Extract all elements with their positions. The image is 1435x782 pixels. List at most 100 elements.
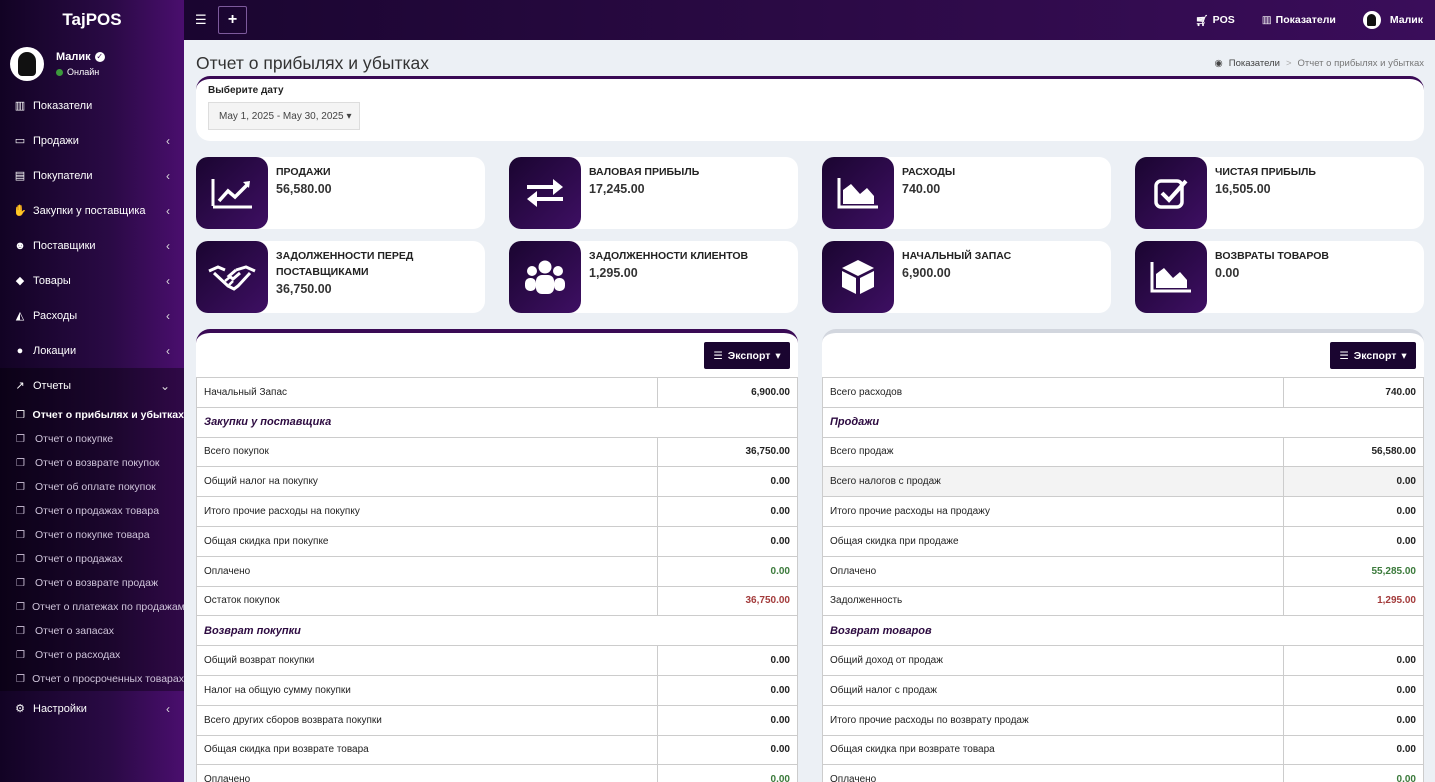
date-filter-box: Выберите дату May 1, 2025 - May 30, 2025… xyxy=(196,76,1424,141)
sidebar-item-settings[interactable]: ⚙ Настройки ‹ xyxy=(0,691,184,726)
copy-icon: ❐ xyxy=(16,457,25,469)
row-label: Итого прочие расходы на покупку xyxy=(196,496,658,527)
stat-card-net-profit: ЧИСТАЯ ПРИБЫЛЬ 16,505.00 xyxy=(1135,157,1424,229)
user-menu[interactable]: Малик xyxy=(1362,11,1423,29)
dashboard-link[interactable]: ▥ Показатели xyxy=(1262,14,1336,26)
export-label: Экспорт xyxy=(727,349,771,362)
credit-card-icon: ▭ xyxy=(14,135,26,147)
sidebar-item-label: Закупки у поставщика xyxy=(33,204,146,217)
sidebar-item-label: Отчеты xyxy=(33,379,72,392)
submenu-item-sales-return[interactable]: ❐ Отчет о возврате продаж xyxy=(0,571,184,595)
table-section-row: Закупки у поставщика xyxy=(196,406,798,438)
exchange-icon xyxy=(509,157,581,229)
card-value: 36,750.00 xyxy=(276,282,332,296)
users-icon: ☻ xyxy=(14,239,26,252)
table-row: Общая скидка при возврате товара 0.00 xyxy=(822,734,1424,766)
table-row: Всего покупок 36,750.00 xyxy=(196,436,798,468)
row-label: Задолженность xyxy=(822,585,1284,617)
online-dot-icon xyxy=(56,68,63,76)
card-label: ЧИСТАЯ ПРИБЫЛЬ xyxy=(1215,166,1316,178)
row-label: Всего расходов xyxy=(822,377,1284,408)
row-value: 0.00 xyxy=(657,704,798,736)
row-value: 0.00 xyxy=(1283,466,1424,498)
breadcrumb-current: Отчет о прибылях и убытках xyxy=(1297,58,1424,69)
row-label: Общая скидка при возврате товара xyxy=(196,734,658,766)
section-title: Возврат товаров xyxy=(822,615,1424,647)
export-button[interactable]: ☰ Экспорт ▾ xyxy=(704,342,790,369)
table-row: Оплачено 0.00 xyxy=(196,555,798,587)
date-range-picker[interactable]: May 1, 2025 - May 30, 2025 ▾ xyxy=(208,102,360,130)
sidebar-item-locations[interactable]: ● Локации ‹ xyxy=(0,333,184,368)
table-section-row: Возврат товаров xyxy=(822,615,1424,647)
area-chart-icon: ◭ xyxy=(15,310,25,322)
app-logo[interactable]: TajPOS xyxy=(62,10,122,29)
row-label: Общий налог с продаж xyxy=(822,674,1284,706)
submenu-item-sales[interactable]: ❐ Отчет о продажах xyxy=(0,547,184,571)
table-row: Всего других сборов возврата покупки 0.00 xyxy=(196,704,798,736)
row-label: Всего других сборов возврата покупки xyxy=(196,704,658,736)
row-label: Общий возврат покупки xyxy=(196,645,658,676)
submenu-item-sales-payment[interactable]: ❐ Отчет о платежах по продажам xyxy=(0,595,184,619)
purchases-table: Начальный Запас 6,900.00 Закупки у поставщ… xyxy=(196,377,798,782)
submenu-item-purchase-return[interactable]: ❐ Отчет о возврате покупок xyxy=(0,451,184,475)
row-value: 0.00 xyxy=(657,525,798,557)
row-value: 36,750.00 xyxy=(657,436,798,468)
table-row: Оплачено 0.00 xyxy=(822,764,1424,782)
pos-label: POS xyxy=(1212,14,1235,26)
sidebar-item-purchases[interactable]: ✋ Закупки у поставщика ‹ xyxy=(0,193,184,228)
sidebar-item-customers[interactable]: ▤ Покупатели ‹ xyxy=(0,158,184,193)
sidebar-item-expenses[interactable]: ◭ Расходы ‹ xyxy=(0,298,184,333)
submenu-item-product-purchase[interactable]: ❐ Отчет о покупке товара xyxy=(0,523,184,547)
row-value: 0.00 xyxy=(1283,674,1424,706)
section-title: Возврат покупки xyxy=(196,615,798,647)
address-card-icon: ▤ xyxy=(14,170,26,182)
sidebar-item-suppliers[interactable]: ☻ Поставщики ‹ xyxy=(0,228,184,263)
export-label: Экспорт xyxy=(1353,349,1397,362)
submenu-label: Отчет о продажах xyxy=(35,553,123,565)
submenu-item-expired[interactable]: ❐ Отчет о просроченных товарах xyxy=(0,667,184,691)
submenu-item-profit-loss[interactable]: ❐ Отчет о прибылях и убытках xyxy=(0,403,184,427)
breadcrumb-link[interactable]: Показатели xyxy=(1228,58,1280,69)
table-row: Итого прочие расходы на покупку 0.00 xyxy=(196,496,798,527)
sidebar-item-sales[interactable]: ▭ Продажи ‹ xyxy=(0,123,184,158)
table-row: Общий налог на покупку 0.00 xyxy=(196,466,798,498)
submenu-label: Отчет о запасах xyxy=(35,625,114,637)
copy-icon: ❐ xyxy=(16,649,25,661)
sidebar-item-label: Поставщики xyxy=(33,239,96,252)
section-title: Закупки у поставщика xyxy=(196,406,798,438)
submenu-item-product-sales[interactable]: ❐ Отчет о продажах товара xyxy=(0,499,184,523)
chevron-left-icon: ‹ xyxy=(166,133,170,148)
row-label: Налог на общую сумму покупки xyxy=(196,674,658,706)
submenu-item-expenses[interactable]: ❐ Отчет о расходах xyxy=(0,643,184,667)
sidebar-item-products[interactable]: ◆ Товары ‹ xyxy=(0,263,184,298)
submenu-item-stock[interactable]: ❐ Отчет о запасах xyxy=(0,619,184,643)
menu-toggle-icon[interactable]: ☰ xyxy=(195,12,207,27)
submenu-label: Отчет о продажах товара xyxy=(35,505,160,517)
submenu-label: Отчет о покупке товара xyxy=(35,529,150,541)
table-row: Остаток покупок 36,750.00 xyxy=(196,585,798,617)
sidebar-item-dashboard[interactable]: ▥ Показатели xyxy=(0,88,184,123)
submenu-item-purchase-payment[interactable]: ❐ Отчет об оплате покупок xyxy=(0,475,184,499)
card-value: 56,580.00 xyxy=(276,182,332,196)
row-value: 0.00 xyxy=(1283,704,1424,736)
pos-link[interactable]: 🛒︎ POS xyxy=(1195,14,1235,27)
purchases-panel: ☰ Экспорт ▾ Начальный Запас 6,900.00 Закуп… xyxy=(196,329,798,782)
handshake-icon: ✋ xyxy=(13,205,27,217)
sidebar-item-label: Товары xyxy=(33,274,71,287)
row-value: 55,285.00 xyxy=(1283,555,1424,587)
row-label: Итого прочие расходы по возврату продаж xyxy=(822,704,1284,736)
row-label: Оплачено xyxy=(196,764,658,782)
sidebar-item-label: Настройки xyxy=(33,702,87,715)
sales-panel: ☰ Экспорт ▾ Всего расходов 740.00 Продажи В… xyxy=(822,329,1424,782)
row-label: Оплачено xyxy=(196,555,658,587)
breadcrumb-separator: > xyxy=(1285,58,1292,69)
chevron-left-icon: ‹ xyxy=(166,701,170,716)
add-button[interactable]: + xyxy=(218,6,247,34)
stat-card-customer-debts: ЗАДОЛЖЕННОСТИ КЛИЕНТОВ 1,295.00 xyxy=(509,241,798,313)
copy-icon: ❐ xyxy=(16,433,25,445)
export-button[interactable]: ☰ Экспорт ▾ xyxy=(1330,342,1416,369)
sidebar-item-reports[interactable]: ↗ Отчеты ⌄ xyxy=(0,368,184,403)
submenu-item-purchase[interactable]: ❐ Отчет о покупке xyxy=(0,427,184,451)
breadcrumb: ◉ Показатели > Отчет о прибылях и убытка… xyxy=(1215,58,1425,69)
table-row: Всего налогов с продаж 0.00 xyxy=(822,466,1424,498)
